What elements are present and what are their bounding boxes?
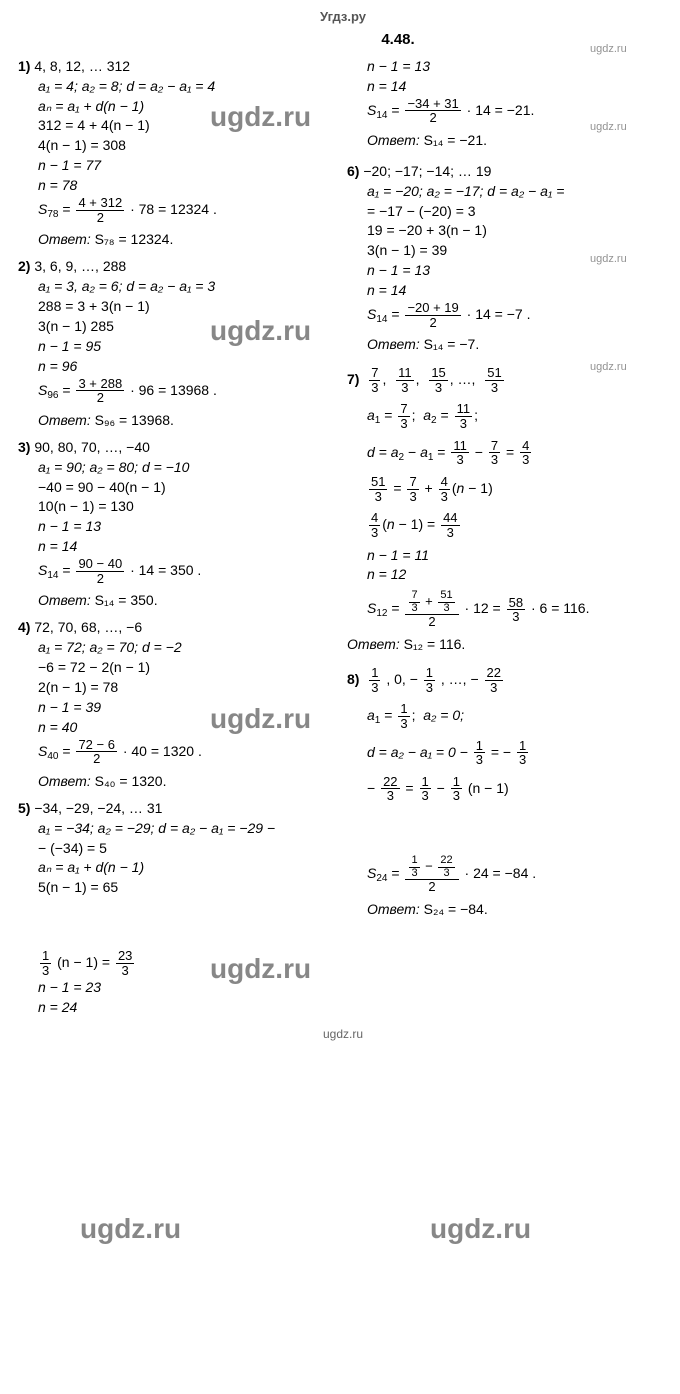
p8-d: d = a₂ − a₁ = 0 − 13 = − 13: [347, 739, 668, 767]
p1-l4: 4(n − 1) = 308: [18, 136, 339, 155]
p1-l6: n = 78: [18, 176, 339, 195]
p7-n1: n − 1 = 11: [347, 546, 668, 565]
p1-sum: S78 = 4 + 3122 · 78 = 12324 .: [18, 196, 339, 224]
p5r-sum: S14 = −34 + 312 · 14 = −21.: [347, 97, 668, 125]
p6-l5: n = 14: [347, 281, 668, 300]
right-column: n − 1 = 13 n = 14 S14 = −34 + 312 · 14 =…: [347, 56, 668, 1018]
p8-sum: S24 = 13 − 223 2 · 24 = −84 .: [347, 855, 668, 894]
p1-num: 1): [18, 58, 30, 74]
p7-eq1: 513 = 73 + 43(n − 1): [347, 475, 668, 503]
p7-sum: S12 = 73 + 513 2 · 12 = 583 · 6 = 116.: [347, 590, 668, 629]
p1-l3: 312 = 4 + 4(n − 1): [18, 116, 339, 135]
p2-sum: S96 = 3 + 2882 · 96 = 13968 .: [18, 377, 339, 405]
p2-answer: Ответ: S₉₆ = 13968.: [18, 411, 339, 430]
p6-l3: 3(n − 1) = 39: [347, 241, 668, 260]
p5r-l2: n = 14: [347, 77, 668, 96]
p3-header: 3) 90, 80, 70, …, −40: [18, 438, 339, 457]
p2-l3: 3(n − 1) 285: [18, 317, 339, 336]
watermark-big: ugdz.ru: [430, 1210, 531, 1248]
p6-answer: Ответ: S₁₄ = −7.: [347, 335, 668, 354]
p1-l2: aₙ = a₁ + d(n − 1): [18, 97, 339, 116]
p3-l2: −40 = 90 − 40(n − 1): [18, 478, 339, 497]
p8-eq: − 223 = 13 − 13 (n − 1): [347, 775, 668, 803]
p6-l1b: = −17 − (−20) = 3: [347, 202, 668, 221]
left-column: 1) 4, 8, 12, … 312 a₁ = 4; a₂ = 8; d = a…: [18, 56, 339, 1018]
site-footer: ugdz.ru: [18, 1026, 668, 1042]
p4-sum: S40 = 72 − 62 · 40 = 1320 .: [18, 738, 339, 766]
p5-frac-line: 13 (n − 1) = 233: [18, 949, 339, 977]
p7-eq2: 43(n − 1) = 443: [347, 511, 668, 539]
p5r-answer: Ответ: S₁₄ = −21.: [347, 131, 668, 150]
p5r-l1: n − 1 = 13: [347, 57, 668, 76]
p3-l5: n = 14: [18, 537, 339, 556]
p4-l1: a₁ = 72; a₂ = 70; d = −2: [18, 638, 339, 657]
p3-answer: Ответ: S₁₄ = 350.: [18, 591, 339, 610]
p1-l1: a₁ = 4; a₂ = 8; d = a₂ − a₁ = 4: [18, 77, 339, 96]
p6-l1: a₁ = −20; a₂ = −17; d = a₂ − a₁ =: [347, 182, 668, 201]
p2-l4: n − 1 = 95: [18, 337, 339, 356]
p6-sum: S14 = −20 + 192 · 14 = −7 .: [347, 301, 668, 329]
problem-number: 4.48.: [18, 30, 668, 50]
p6-l2: 19 = −20 + 3(n − 1): [347, 221, 668, 240]
p4-l5: n = 40: [18, 718, 339, 737]
p3-l3: 10(n − 1) = 130: [18, 497, 339, 516]
site-header: Угдз.ру: [18, 8, 668, 26]
page: Угдз.ру 4.48. 1) 4, 8, 12, … 312 a₁ = 4;…: [0, 0, 680, 1062]
p4-header: 4) 72, 70, 68, …, −6: [18, 618, 339, 637]
p5-l1: a₁ = −34; a₂ = −29; d = a₂ − a₁ = −29 −: [18, 819, 339, 838]
p5-header: 5) −34, −29, −24, … 31: [18, 799, 339, 818]
p2-l5: n = 96: [18, 357, 339, 376]
p2-num: 2): [18, 258, 30, 274]
p7-answer: Ответ: S₁₂ = 116.: [347, 635, 668, 654]
p4-answer: Ответ: S₄₀ = 1320.: [18, 772, 339, 791]
p1-seq: 4, 8, 12, … 312: [34, 58, 130, 74]
p1-answer: Ответ: S₇₈ = 12324.: [18, 230, 339, 249]
columns: 1) 4, 8, 12, … 312 a₁ = 4; a₂ = 8; d = a…: [18, 56, 668, 1018]
p4-l3: 2(n − 1) = 78: [18, 678, 339, 697]
p3-sum: S14 = 90 − 402 · 14 = 350 .: [18, 557, 339, 585]
p2-header: 2) 3, 6, 9, …, 288: [18, 257, 339, 276]
p6-l4: n − 1 = 13: [347, 261, 668, 280]
p7-a: a1 = 73; a2 = 113;: [347, 402, 668, 430]
p1-l5: n − 1 = 77: [18, 156, 339, 175]
p7-d: d = a2 − a1 = 113 − 73 = 43: [347, 439, 668, 467]
p5-l5: n = 24: [18, 998, 339, 1017]
p8-header: 8) 13 , 0, − 13 , …, − 223: [347, 666, 668, 694]
p3-l4: n − 1 = 13: [18, 517, 339, 536]
watermark-big: ugdz.ru: [80, 1210, 181, 1248]
p7-header: 7) 73, 113, 153, …, 513: [347, 366, 668, 394]
p2-l2: 288 = 3 + 3(n − 1): [18, 297, 339, 316]
p8-a: a1 = 13; a₂ = 0;: [347, 702, 668, 730]
p5-l4: n − 1 = 23: [18, 978, 339, 997]
p4-l2: −6 = 72 − 2(n − 1): [18, 658, 339, 677]
p5-l3: 5(n − 1) = 65: [18, 878, 339, 897]
p6-header: 6) −20; −17; −14; … 19: [347, 162, 668, 181]
p1-header: 1) 4, 8, 12, … 312: [18, 57, 339, 76]
p7-n2: n = 12: [347, 565, 668, 584]
p2-l1: a₁ = 3, a₂ = 6; d = a₂ − a₁ = 3: [18, 277, 339, 296]
p5-l1b: − (−34) = 5: [18, 839, 339, 858]
p4-l4: n − 1 = 39: [18, 698, 339, 717]
p3-l1: a₁ = 90; a₂ = 80; d = −10: [18, 458, 339, 477]
p5-l2: aₙ = a₁ + d(n − 1): [18, 858, 339, 877]
p8-answer: Ответ: S₂₄ = −84.: [347, 900, 668, 919]
